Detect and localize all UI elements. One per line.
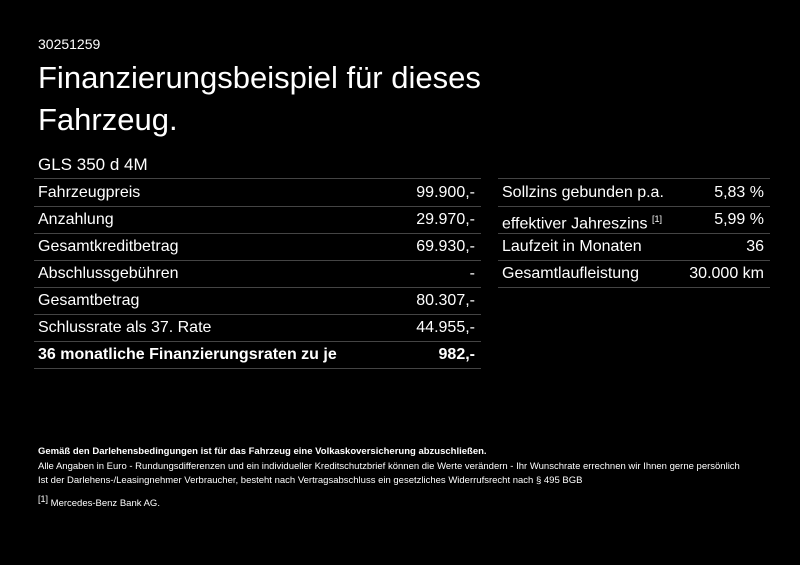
footnote-text: Mercedes-Benz Bank AG. bbox=[50, 498, 160, 510]
row-label: Abschlussgebühren bbox=[38, 265, 179, 282]
row-label: effektiver Jahreszins [1] bbox=[502, 206, 662, 237]
table-row: Gesamtkreditbetrag 69.930,- bbox=[34, 233, 481, 261]
table-row: Fahrzeugpreis 99.900,- bbox=[34, 179, 481, 207]
row-label: Schlussrate als 37. Rate bbox=[38, 319, 212, 336]
row-value: 5,99 % bbox=[714, 211, 764, 228]
label-text: effektiver Jahreszins bbox=[502, 215, 648, 233]
footnote-ref: [1] bbox=[652, 214, 663, 224]
footnote: [1] Mercedes-Benz Bank AG. bbox=[38, 494, 160, 509]
table-row: Sollzins gebunden p.a. 5,83 % bbox=[498, 179, 770, 207]
table-row: Anzahlung 29.970,- bbox=[34, 206, 481, 234]
table-row: 36 monatliche Finanzierungsraten zu je 98… bbox=[34, 341, 481, 369]
model: GLS 350 d 4M bbox=[38, 155, 148, 174]
label-text: Sollzins gebunden p.a. bbox=[502, 184, 664, 201]
row-value: 982,- bbox=[438, 346, 475, 363]
table-row: Schlussrate als 37. Rate 44.955,- bbox=[34, 314, 481, 342]
row-value: 80.307,- bbox=[416, 292, 475, 309]
row-value: 30.000 km bbox=[689, 265, 764, 282]
label-text: Gesamtlaufleistung bbox=[502, 265, 639, 282]
row-value: 99.900,- bbox=[416, 184, 475, 201]
footer-line: Ist der Darlehens-/Leasingnehmer Verbrau… bbox=[38, 475, 583, 486]
row-label: Gesamtbetrag bbox=[38, 292, 140, 309]
footer-note: Gemäß den Darlehensbedingungen ist für d… bbox=[38, 446, 487, 457]
vehicle-id: 30251259 bbox=[38, 36, 101, 52]
row-label: Fahrzeugpreis bbox=[38, 184, 141, 201]
row-value: 69.930,- bbox=[416, 238, 475, 255]
table-row: Gesamtlaufleistung 30.000 km bbox=[498, 260, 770, 288]
row-value: 44.955,- bbox=[416, 319, 475, 336]
row-label: Anzahlung bbox=[38, 211, 114, 228]
table-row: Gesamtbetrag 80.307,- bbox=[34, 287, 481, 315]
table-row: Laufzeit in Monaten 36 bbox=[498, 233, 770, 261]
row-label: Sollzins gebunden p.a. bbox=[502, 179, 664, 206]
row-label: Gesamtkreditbetrag bbox=[38, 238, 179, 255]
row-label: 36 monatliche Finanzierungsraten zu je bbox=[38, 346, 337, 363]
row-value: 36 bbox=[746, 238, 764, 255]
row-value: - bbox=[469, 265, 475, 282]
row-label: Laufzeit in Monaten bbox=[502, 233, 642, 260]
title-line: Finanzierungsbeispiel für dieses bbox=[38, 60, 481, 95]
row-value: 29.970,- bbox=[416, 211, 475, 228]
table-row: effektiver Jahreszins [1] 5,99 % bbox=[498, 206, 770, 234]
table-row: Abschlussgebühren - bbox=[34, 260, 481, 288]
divider bbox=[34, 178, 481, 179]
footer-line: Alle Angaben in Euro - Rundungsdifferenz… bbox=[38, 461, 740, 472]
row-value: 5,83 % bbox=[714, 184, 764, 201]
footnote-marker: [1] bbox=[38, 494, 49, 504]
row-label: Gesamtlaufleistung bbox=[502, 260, 639, 287]
divider bbox=[498, 178, 770, 179]
title-line: Fahrzeug. bbox=[38, 102, 178, 137]
label-text: Laufzeit in Monaten bbox=[502, 238, 642, 255]
